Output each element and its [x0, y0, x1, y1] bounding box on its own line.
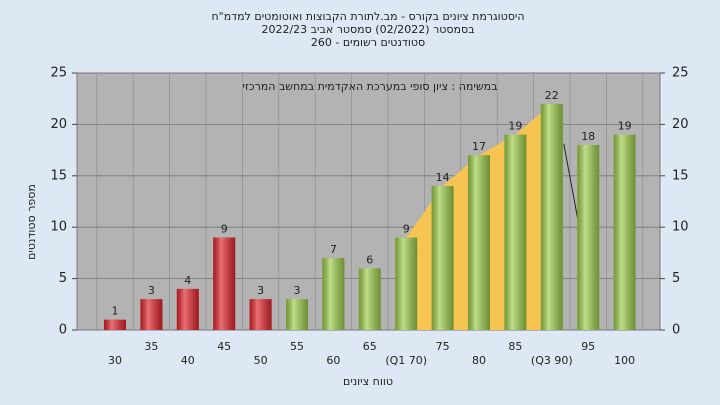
- value-label: 3: [294, 284, 301, 297]
- value-label: 19: [618, 120, 632, 133]
- x-tick-label: 95: [581, 340, 595, 353]
- value-label: 7: [330, 243, 337, 256]
- value-label: 22: [545, 89, 559, 102]
- value-label: 1: [112, 305, 119, 318]
- value-label: 9: [221, 222, 228, 235]
- bar-shine: [540, 103, 563, 330]
- x-tick-label: 35: [144, 340, 158, 353]
- x-tick-label: (Q1 70): [385, 354, 427, 367]
- x-tick-label: 50: [254, 354, 268, 367]
- value-label: 3: [257, 284, 264, 297]
- y-tick-label: 5: [59, 271, 67, 286]
- y-tick-label: 20: [50, 117, 67, 132]
- value-label: 6: [366, 253, 373, 266]
- chart-title: היסטוגרמת ציונים בקורס - מב.לתורת הקבוצו…: [211, 10, 524, 23]
- value-label: 9: [403, 222, 410, 235]
- value-label: 4: [184, 274, 191, 287]
- bar-shine: [249, 299, 272, 330]
- bar-shine: [468, 155, 490, 330]
- value-label: 17: [472, 140, 486, 153]
- value-label: 14: [436, 171, 450, 184]
- bar-shine: [104, 319, 126, 330]
- y-tick-label: 25: [50, 66, 67, 81]
- y-tick-label: 15: [50, 168, 67, 183]
- y2-tick-label: 20: [672, 117, 689, 132]
- value-label: 3: [148, 284, 155, 297]
- y-axis-label: מספר סטודנטים: [25, 184, 38, 260]
- bar-shine: [577, 144, 600, 330]
- x-tick-label: 45: [217, 340, 231, 353]
- x-tick-label: 40: [181, 354, 195, 367]
- annotation: במשימה : ציון סופי במערכת האקדמית במחשב …: [243, 80, 498, 93]
- bar-shine: [213, 237, 236, 330]
- x-tick-label: 30: [108, 354, 122, 367]
- chart-title: בסמסטר (02/2022) סמסטר אביב 2022/23: [261, 23, 474, 36]
- y2-tick-label: 25: [672, 66, 689, 81]
- x-tick-label: 100: [614, 354, 635, 367]
- y-tick-label: 10: [50, 220, 67, 235]
- bar-shine: [322, 258, 345, 330]
- bar-shine: [358, 268, 381, 330]
- bar-shine: [140, 299, 163, 330]
- x-tick-label: 65: [363, 340, 377, 353]
- value-label: 18: [581, 130, 595, 143]
- y2-tick-label: 10: [672, 220, 689, 235]
- x-tick-label: (Q3 90): [531, 354, 573, 367]
- x-tick-label: 60: [326, 354, 340, 367]
- x-tick-label: 55: [290, 340, 304, 353]
- bar-shine: [613, 134, 636, 330]
- bar-shine: [395, 237, 418, 330]
- y2-tick-label: 0: [672, 323, 680, 338]
- value-label: 19: [508, 120, 522, 133]
- x-axis-label: טווח ציונים: [343, 375, 393, 388]
- y-tick-label: 0: [59, 323, 67, 338]
- bar-shine: [504, 134, 527, 330]
- chart-title: סטודנטים רשומים - 260: [311, 36, 425, 49]
- bar-shine: [176, 288, 199, 330]
- bar-shine: [286, 299, 308, 330]
- bar-shine: [431, 186, 454, 330]
- x-tick-label: 80: [472, 354, 486, 367]
- x-tick-label: 85: [508, 340, 522, 353]
- y2-tick-label: 5: [672, 271, 680, 286]
- y2-tick-label: 15: [672, 168, 689, 183]
- x-tick-label: 75: [436, 340, 450, 353]
